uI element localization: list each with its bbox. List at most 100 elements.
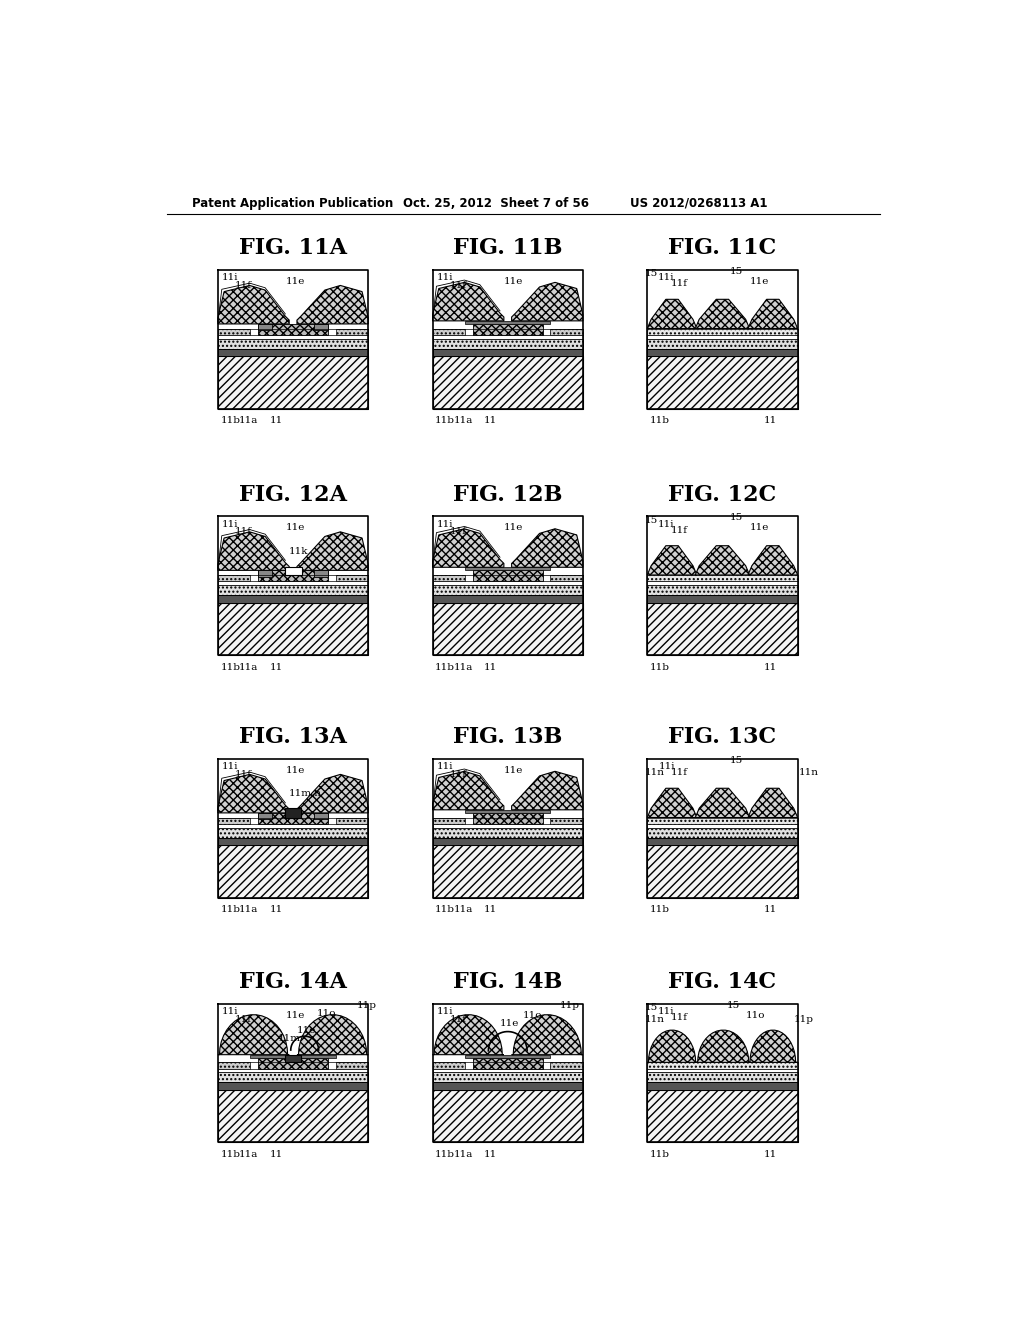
- Bar: [473, 813, 543, 824]
- Bar: [647, 828, 798, 838]
- Bar: [465, 321, 550, 323]
- Bar: [647, 585, 798, 595]
- Polygon shape: [432, 771, 504, 810]
- Text: 11p: 11p: [356, 1001, 377, 1010]
- Bar: [258, 1057, 328, 1069]
- Polygon shape: [218, 285, 289, 323]
- Bar: [550, 329, 583, 335]
- Bar: [647, 845, 798, 898]
- Text: US 2012/0268113 A1: US 2012/0268113 A1: [630, 197, 768, 210]
- Text: 11: 11: [764, 663, 777, 672]
- Bar: [432, 1082, 583, 1090]
- Text: 11o: 11o: [745, 1011, 765, 1020]
- Text: 11e: 11e: [500, 1019, 519, 1027]
- Text: 11o: 11o: [316, 1008, 336, 1018]
- Polygon shape: [432, 282, 504, 321]
- Polygon shape: [512, 1015, 583, 1055]
- Bar: [647, 824, 798, 828]
- Bar: [218, 1069, 369, 1072]
- Text: Patent Application Publication: Patent Application Publication: [191, 197, 393, 210]
- Polygon shape: [512, 771, 583, 810]
- Bar: [473, 570, 543, 581]
- Text: 11m,n: 11m,n: [289, 789, 323, 799]
- Bar: [432, 824, 583, 828]
- Text: 15: 15: [726, 1001, 739, 1010]
- Bar: [647, 1090, 798, 1143]
- Bar: [432, 576, 465, 581]
- Text: 15: 15: [645, 1003, 658, 1012]
- Text: 15: 15: [645, 516, 658, 525]
- Bar: [218, 838, 369, 845]
- Text: 11: 11: [269, 417, 283, 425]
- Polygon shape: [647, 1030, 697, 1063]
- Text: 11i: 11i: [436, 1007, 453, 1016]
- Bar: [218, 581, 369, 585]
- Text: 11e: 11e: [286, 277, 305, 286]
- Bar: [286, 1055, 301, 1063]
- Bar: [258, 570, 272, 577]
- Polygon shape: [647, 545, 697, 576]
- Bar: [336, 576, 369, 581]
- Bar: [314, 813, 328, 818]
- Bar: [647, 356, 798, 409]
- Text: 11: 11: [764, 417, 777, 425]
- Polygon shape: [218, 532, 289, 570]
- Bar: [550, 576, 583, 581]
- Polygon shape: [218, 775, 289, 813]
- Bar: [432, 339, 583, 348]
- Bar: [647, 329, 798, 335]
- Bar: [473, 323, 543, 335]
- Text: FIG. 12B: FIG. 12B: [453, 484, 562, 506]
- Polygon shape: [695, 788, 750, 817]
- Text: 11: 11: [484, 906, 498, 915]
- Polygon shape: [695, 545, 750, 576]
- Bar: [218, 1082, 369, 1090]
- Polygon shape: [297, 532, 369, 570]
- Text: 11f: 11f: [671, 280, 687, 288]
- Text: 11e: 11e: [286, 524, 305, 532]
- Bar: [286, 808, 301, 817]
- Bar: [432, 838, 583, 845]
- Bar: [218, 348, 369, 356]
- Polygon shape: [512, 282, 583, 321]
- Text: 11a: 11a: [240, 663, 259, 672]
- Bar: [647, 1082, 798, 1090]
- Bar: [258, 813, 272, 818]
- Text: 11f: 11f: [450, 528, 467, 536]
- Polygon shape: [512, 529, 583, 568]
- Text: 11i: 11i: [436, 762, 453, 771]
- Text: 11i: 11i: [222, 520, 239, 528]
- Text: 11n: 11n: [645, 768, 665, 777]
- Text: FIG. 12C: FIG. 12C: [669, 484, 776, 506]
- Bar: [336, 1063, 369, 1069]
- Bar: [258, 323, 272, 330]
- Polygon shape: [432, 1015, 504, 1055]
- Bar: [432, 329, 465, 335]
- Text: 11b: 11b: [649, 906, 670, 915]
- Bar: [218, 585, 369, 595]
- Text: 11i: 11i: [222, 273, 239, 282]
- Text: 11m: 11m: [278, 1034, 301, 1043]
- Text: FIG. 14C: FIG. 14C: [669, 972, 776, 994]
- Text: 11f: 11f: [450, 281, 467, 290]
- Text: FIG. 11A: FIG. 11A: [239, 238, 347, 260]
- Bar: [647, 348, 798, 356]
- Bar: [218, 828, 369, 838]
- Text: 11b: 11b: [220, 417, 241, 425]
- Text: 11a: 11a: [240, 1150, 259, 1159]
- Text: 11b: 11b: [649, 663, 670, 672]
- Bar: [432, 1072, 583, 1082]
- Text: 11i: 11i: [222, 762, 239, 771]
- Text: 11a: 11a: [454, 417, 473, 425]
- Bar: [432, 1069, 583, 1072]
- Bar: [647, 595, 798, 603]
- Text: 11f: 11f: [671, 768, 687, 777]
- Text: 11f: 11f: [450, 1015, 467, 1024]
- Text: Oct. 25, 2012  Sheet 7 of 56: Oct. 25, 2012 Sheet 7 of 56: [403, 197, 589, 210]
- Text: FIG. 11C: FIG. 11C: [669, 238, 776, 260]
- Bar: [647, 603, 798, 655]
- Bar: [285, 568, 302, 576]
- Text: 11: 11: [484, 663, 498, 672]
- Text: FIG. 13A: FIG. 13A: [240, 726, 347, 748]
- Text: 11: 11: [269, 1150, 283, 1159]
